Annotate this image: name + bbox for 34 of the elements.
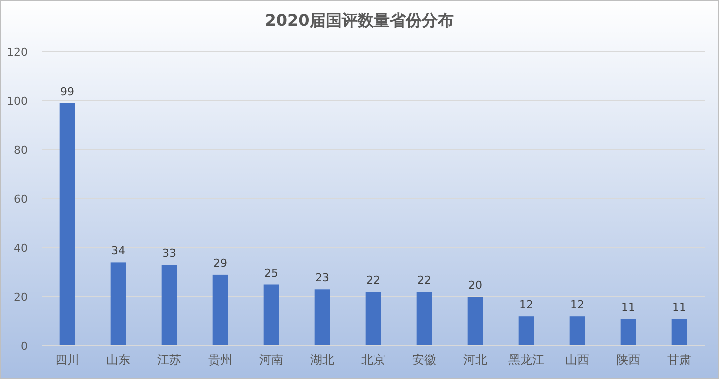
x-tick-label: 北京 xyxy=(362,353,386,367)
data-label: 11 xyxy=(672,301,686,314)
data-label: 12 xyxy=(570,298,584,312)
data-label: 99 xyxy=(60,85,74,98)
x-tick-label: 河南 xyxy=(260,353,284,367)
y-tick-label: 100 xyxy=(7,95,28,108)
x-tick-label: 四川 xyxy=(56,353,80,367)
data-label: 23 xyxy=(316,272,330,285)
data-label: 29 xyxy=(214,256,228,270)
x-tick-label: 山东 xyxy=(106,353,130,367)
y-tick-label: 80 xyxy=(14,144,28,157)
x-tick-label: 山西 xyxy=(566,353,590,367)
y-tick-label: 120 xyxy=(7,46,28,59)
data-label: 11 xyxy=(622,301,636,314)
data-label: 20 xyxy=(468,279,482,292)
data-label: 22 xyxy=(418,274,432,288)
y-tick-label: 20 xyxy=(14,291,28,304)
x-tick-label: 贵州 xyxy=(208,353,232,367)
x-tick-label: 湖北 xyxy=(310,353,334,367)
y-tick-label: 60 xyxy=(14,193,28,206)
chart-title: 2020届国评数量省份分布 xyxy=(265,11,454,30)
data-label: 22 xyxy=(366,274,380,288)
data-label: 25 xyxy=(264,266,278,280)
y-tick-label: 0 xyxy=(21,340,28,353)
x-tick-label: 黑龙江 xyxy=(508,353,544,367)
x-tick-label: 安徽 xyxy=(412,353,436,367)
x-tick-label: 江苏 xyxy=(158,353,182,367)
x-tick-label: 甘肃 xyxy=(668,353,692,367)
x-tick-label: 陕西 xyxy=(616,353,640,367)
data-label: 34 xyxy=(112,244,126,258)
data-label: 33 xyxy=(162,247,176,260)
y-tick-label: 40 xyxy=(14,242,28,255)
x-tick-label: 河北 xyxy=(464,353,488,367)
data-label: 12 xyxy=(520,298,534,312)
